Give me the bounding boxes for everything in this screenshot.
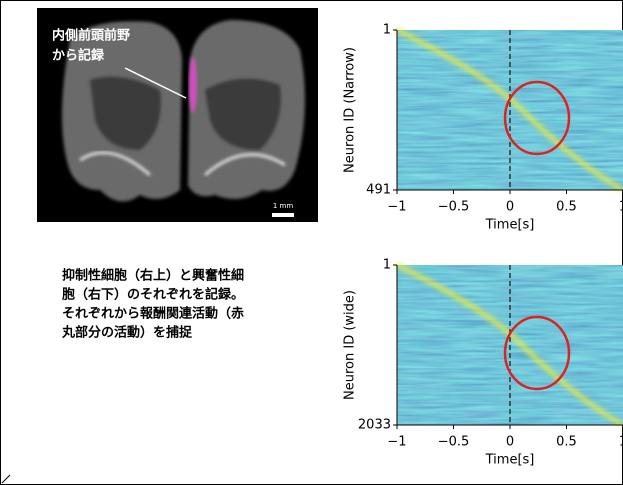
y-tick-label: 491 [366,183,391,198]
x-axis-label: Time[s] [485,218,535,233]
caption-line: 丸部分の活動）を捕捉 [61,325,193,341]
y-tick-label: 2033 [358,418,391,433]
page: 1 mm 内側前頭前野 から記録 抑制性細胞（右上）と興奮性細 胞（右下）のそれ… [0,0,623,485]
heatmap [397,30,623,190]
brain-photo: 1 mm 内側前頭前野 から記録 [37,8,318,222]
x-tick-label: 0.5 [556,200,577,215]
x-tick-label: −0.5 [438,435,470,450]
x-tick-label: −1 [387,200,406,215]
x-tick-label: 1 [619,200,623,215]
y-tick-label: 1 [383,258,391,273]
y-axis-label: Neuron ID (wide) [343,290,358,400]
caption-line: 胞（右下）のそれぞれを記録。 [61,287,244,303]
x-tick-label: 0 [506,435,514,450]
corner-mark [2,475,10,483]
x-tick-label: −1 [387,435,406,450]
image-label: 内側前頭前野 [52,28,130,44]
image-label: から記録 [52,48,105,64]
x-tick-label: 1 [619,435,623,450]
x-tick-label: −0.5 [438,200,470,215]
y-axis-label: Neuron ID (Narrow) [343,47,358,173]
caption-line: それぞれから報酬関連活動（赤 [62,306,244,322]
scale-bar-label: 1 mm [273,202,293,210]
x-axis-label: Time[s] [485,453,535,468]
figure: 1 mm 内側前頭前野 から記録 抑制性細胞（右上）と興奮性細 胞（右下）のそれ… [0,0,623,485]
x-tick-label: 0.5 [556,435,577,450]
caption-line: 抑制性細胞（右上）と興奮性細 [62,268,244,284]
y-tick-label: 1 [383,23,391,38]
heatmap [397,265,623,425]
x-tick-label: 0 [506,200,514,215]
